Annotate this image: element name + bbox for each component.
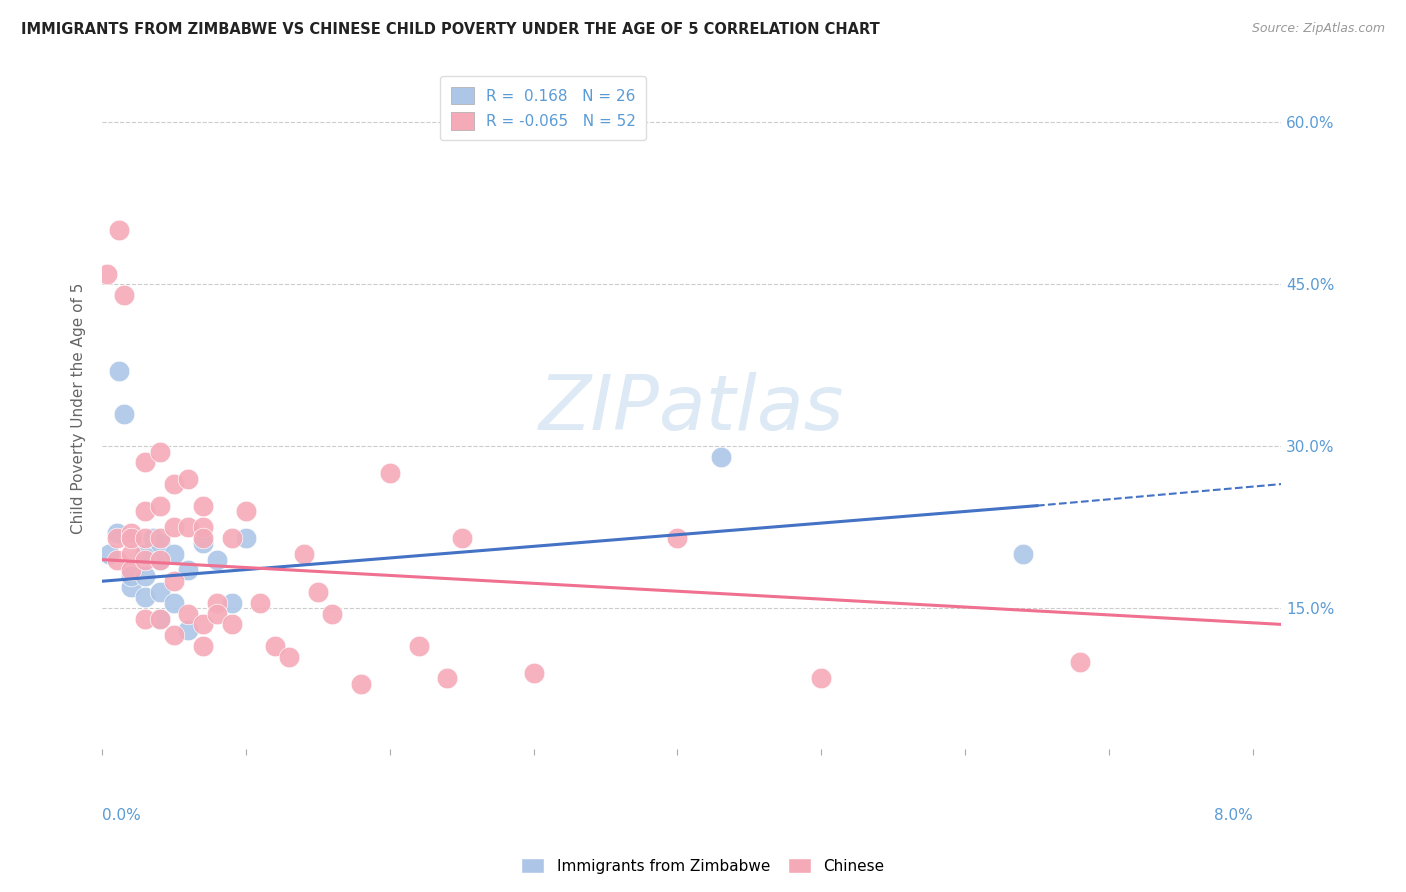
Point xyxy=(134,569,156,583)
Point xyxy=(120,531,142,545)
Point xyxy=(1069,655,1091,669)
Point xyxy=(149,552,172,566)
Legend: Immigrants from Zimbabwe, Chinese: Immigrants from Zimbabwe, Chinese xyxy=(516,852,890,880)
Point xyxy=(120,531,142,545)
Point xyxy=(105,552,128,566)
Point xyxy=(191,536,214,550)
Point xyxy=(207,552,229,566)
Point xyxy=(666,531,689,545)
Text: 0.0%: 0.0% xyxy=(103,808,141,823)
Point xyxy=(249,596,271,610)
Point xyxy=(177,563,200,577)
Point xyxy=(163,596,186,610)
Point xyxy=(1011,547,1033,561)
Point xyxy=(292,547,315,561)
Point xyxy=(105,525,128,540)
Point xyxy=(134,552,156,566)
Text: Source: ZipAtlas.com: Source: ZipAtlas.com xyxy=(1251,22,1385,36)
Point xyxy=(120,525,142,540)
Point xyxy=(177,520,200,534)
Point xyxy=(235,531,257,545)
Text: ZIPatlas: ZIPatlas xyxy=(538,372,845,445)
Point xyxy=(108,223,131,237)
Point xyxy=(96,267,118,281)
Point xyxy=(207,607,229,621)
Point xyxy=(321,607,343,621)
Point xyxy=(278,649,301,664)
Point xyxy=(163,628,186,642)
Point xyxy=(149,552,172,566)
Point xyxy=(307,585,329,599)
Point xyxy=(149,531,172,545)
Point xyxy=(112,288,135,302)
Point xyxy=(191,499,214,513)
Point xyxy=(263,639,285,653)
Point xyxy=(191,520,214,534)
Point xyxy=(112,407,135,421)
Point xyxy=(134,455,156,469)
Point xyxy=(163,547,186,561)
Text: 8.0%: 8.0% xyxy=(1213,808,1253,823)
Point xyxy=(163,520,186,534)
Point xyxy=(120,531,142,545)
Point xyxy=(120,531,142,545)
Point xyxy=(134,591,156,605)
Point xyxy=(149,444,172,458)
Point xyxy=(221,596,243,610)
Point xyxy=(408,639,430,653)
Point xyxy=(149,612,172,626)
Point xyxy=(436,671,458,685)
Point xyxy=(149,612,172,626)
Point xyxy=(108,364,131,378)
Point xyxy=(120,569,142,583)
Point xyxy=(163,477,186,491)
Point xyxy=(191,531,214,545)
Point xyxy=(149,585,172,599)
Point xyxy=(177,607,200,621)
Point xyxy=(523,665,546,680)
Point xyxy=(177,472,200,486)
Point xyxy=(149,536,172,550)
Point xyxy=(134,531,156,545)
Point xyxy=(134,547,156,561)
Y-axis label: Child Poverty Under the Age of 5: Child Poverty Under the Age of 5 xyxy=(72,283,86,534)
Legend: R =  0.168   N = 26, R = -0.065   N = 52: R = 0.168 N = 26, R = -0.065 N = 52 xyxy=(440,76,647,140)
Text: IMMIGRANTS FROM ZIMBABWE VS CHINESE CHILD POVERTY UNDER THE AGE OF 5 CORRELATION: IMMIGRANTS FROM ZIMBABWE VS CHINESE CHIL… xyxy=(21,22,880,37)
Point xyxy=(120,563,142,577)
Point xyxy=(134,612,156,626)
Point xyxy=(120,547,142,561)
Point xyxy=(378,467,401,481)
Point xyxy=(709,450,731,464)
Point xyxy=(163,574,186,589)
Point xyxy=(105,531,128,545)
Point xyxy=(235,504,257,518)
Point xyxy=(450,531,472,545)
Point xyxy=(98,547,121,561)
Point xyxy=(810,671,832,685)
Point xyxy=(191,639,214,653)
Point xyxy=(207,596,229,610)
Point xyxy=(221,617,243,632)
Point xyxy=(141,531,163,545)
Point xyxy=(149,499,172,513)
Point xyxy=(350,677,373,691)
Point xyxy=(120,580,142,594)
Point xyxy=(177,623,200,637)
Point xyxy=(191,617,214,632)
Point xyxy=(221,531,243,545)
Point xyxy=(134,504,156,518)
